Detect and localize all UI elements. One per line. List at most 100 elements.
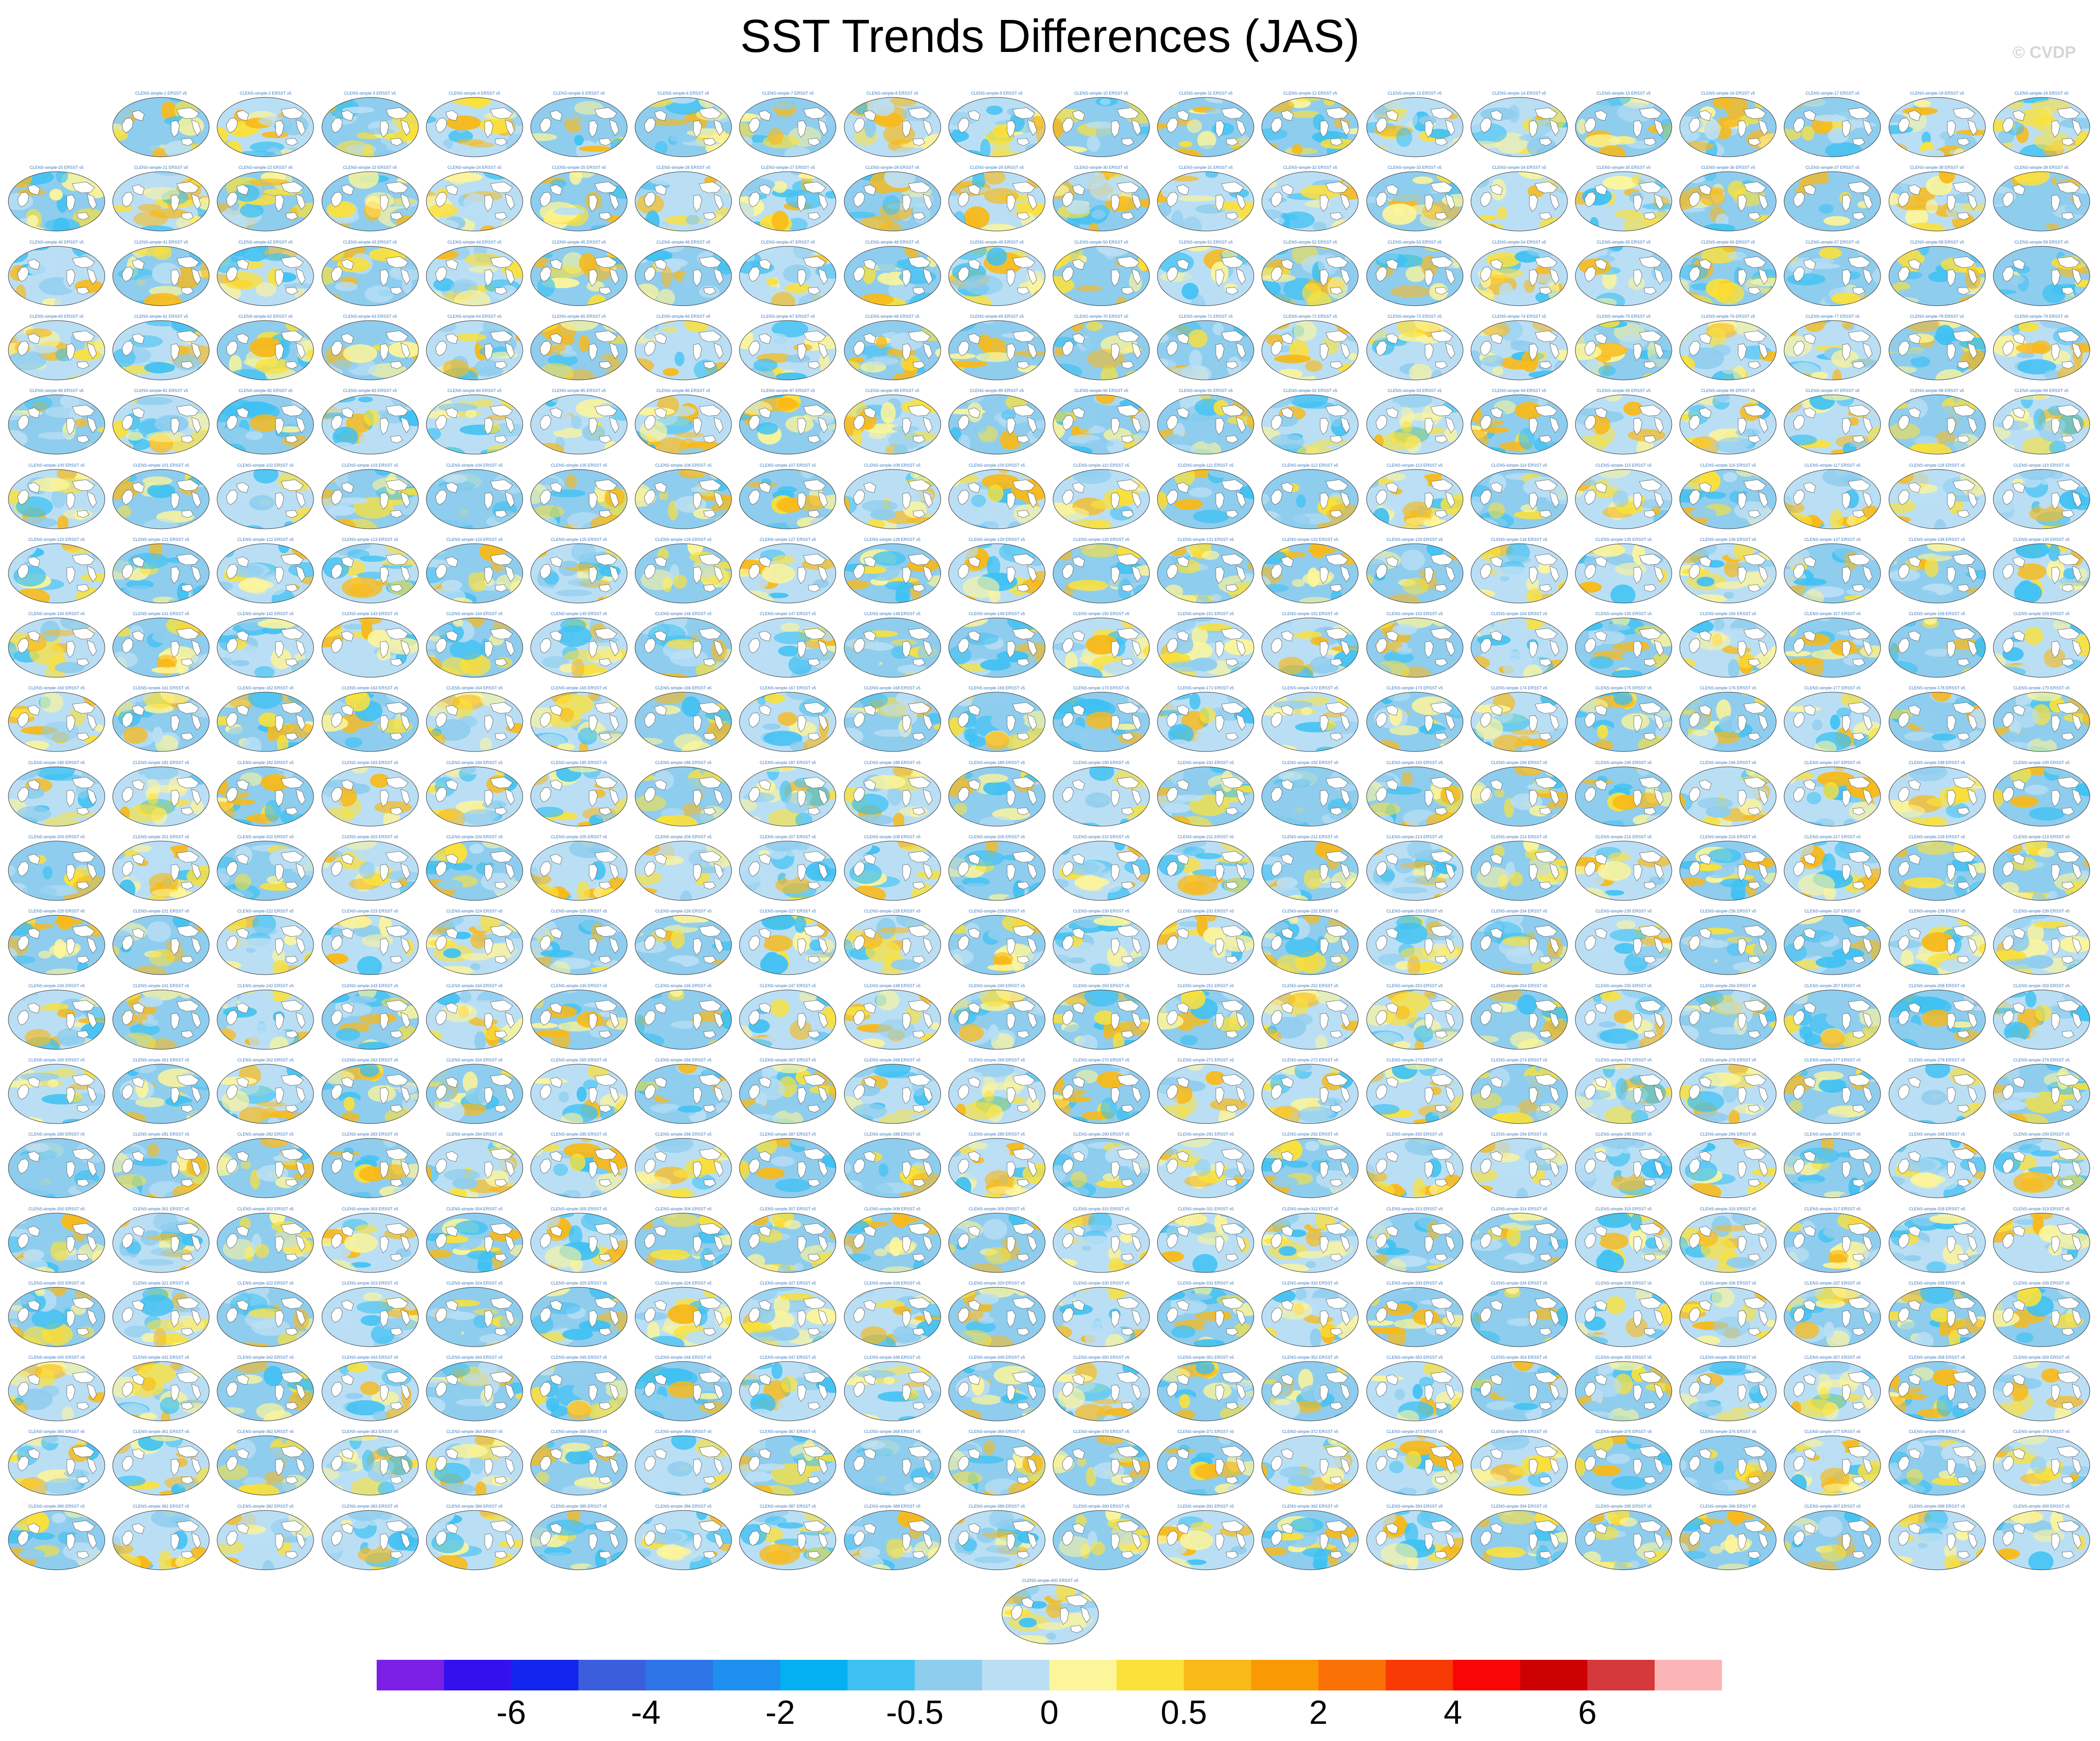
sst-anomaly-blob [217,370,234,380]
sst-trend-map [1888,543,1986,604]
sst-anomaly-blob [1164,585,1183,599]
map-panel-title: CLENS-simple-108 ERSST v5 [864,463,921,468]
sst-anomaly-blob [1488,502,1505,518]
sst-anomaly-blob [321,97,330,114]
sst-anomaly-blob [1892,618,1905,628]
sst-anomaly-blob [1596,355,1612,362]
map-border [948,97,1046,157]
sst-trend-map [1679,469,1777,529]
sst-trend-map [1261,171,1359,231]
sst-anomaly-blob [1143,246,1150,256]
sst-anomaly-blob [117,505,132,518]
sst-trend-map [1888,617,1986,678]
map-panel: CLENS-simple-14 ERSST v5 [1470,90,1568,162]
sst-anomaly-blob [1898,288,1934,296]
map-panel-title: CLENS-simple-123 ERSST v5 [341,537,398,542]
continent-outline [435,117,447,133]
map-panel-title: CLENS-simple-128 ERSST v5 [864,537,921,542]
sst-trend-map [217,320,314,380]
sst-anomaly-blob [877,321,889,334]
sst-anomaly-blob [358,397,373,403]
continent-outline [912,138,925,146]
continent-outline [385,107,409,119]
sst-anomaly-blob [895,582,910,603]
sst-anomaly-blob [1894,469,1914,484]
sst-trend-map [112,97,210,157]
sst-anomaly-blob [27,215,39,227]
map-border [1157,97,1254,157]
map-panel: CLENS-simple-12 ERSST v5 [1261,90,1359,162]
sst-trend-map [426,246,523,306]
map-panel: CLENS-simple-97 ERSST v5 [1783,387,1882,459]
continent-outline [1111,120,1120,138]
sst-anomaly-blob [1559,543,1567,556]
sst-anomaly-blob [971,494,986,507]
sst-trend-map [1366,543,1464,604]
sst-anomaly-blob [1033,662,1045,672]
sst-anomaly-blob [1163,450,1180,455]
sst-trend-map [1261,320,1359,380]
continent-outline [191,119,201,136]
sst-anomaly-blob [1662,395,1672,406]
map-panel: CLENS-simple-83 ERSST v5 [321,387,419,459]
sst-anomaly-blob [340,497,368,504]
map-panel-title: CLENS-simple-118 ERSST v5 [1909,463,1965,468]
continent-outline [445,110,458,121]
map-panel-title: CLENS-simple-111 ERSST v5 [1178,463,1234,468]
sst-trend-map [1784,469,1881,529]
sst-anomaly-blob [1197,131,1216,149]
sst-anomaly-blob [882,195,900,215]
sst-trend-map [8,617,105,678]
sst-anomaly-blob [1426,128,1451,139]
sst-anomaly-blob [773,180,788,193]
sst-anomaly-blob [2075,368,2090,380]
map-panel: CLENS-simple-69 ERSST v5 [948,313,1046,385]
sst-anomaly-blob [739,148,748,157]
map-panel: CLENS-simple-111 ERSST v5 [1156,462,1255,534]
sst-anomaly-blob [61,367,91,377]
sst-anomaly-blob [1452,593,1463,603]
map-panel-title: CLENS-simple-82 ERSST v5 [238,388,293,393]
sst-trend-map [1157,543,1254,604]
continent-outline [808,138,821,146]
continent-outline [132,110,145,121]
sst-anomaly-blob [798,173,819,179]
sst-trend-map [1784,246,1881,306]
map-panel-title: CLENS-simple-22 ERSST v5 [238,165,293,170]
map-panel: CLENS-simple-108 ERSST v5 [843,462,942,534]
sst-anomaly-blob [1510,340,1526,347]
map-panel-title: CLENS-simple-133 ERSST v5 [1386,537,1443,542]
sst-anomaly-blob [113,205,133,212]
map-panel-title: CLENS-simple-94 ERSST v5 [1492,388,1546,393]
map-panel: CLENS-simple-109 ERSST v5 [948,462,1046,534]
map-panel: CLENS-simple-11 ERSST v5 [1156,90,1255,162]
sst-anomaly-blob [153,246,172,260]
map-panel-title: CLENS-simple-87 ERSST v5 [761,388,815,393]
sst-anomaly-blob [1894,669,1912,678]
sst-trend-map [1784,617,1881,678]
map-panel: CLENS-simple-163 ERSST v5 [321,685,419,757]
map-panel: CLENS-simple-37 ERSST v5 [1783,164,1882,236]
sst-anomaly-blob [1401,474,1428,494]
sst-anomaly-blob [820,428,834,442]
sst-anomaly-blob [948,373,960,380]
map-panel: CLENS-simple-156 ERSST v5 [1679,610,1777,682]
sst-anomaly-blob [980,139,990,157]
map-panel-title: CLENS-simple-63 ERSST v5 [343,314,397,319]
sst-anomaly-blob [1305,360,1323,372]
page-title: SST Trends Differences (JAS) [740,10,1360,62]
map-panel-title: CLENS-simple-138 ERSST v5 [1908,537,1965,542]
continent-outline [341,110,354,121]
sst-trend-map [112,543,210,604]
map-panel-title: CLENS-simple-125 ERSST v5 [551,537,607,542]
map-panel: CLENS-simple-150 ERSST v5 [1052,610,1150,682]
sst-trend-map [1157,246,1254,306]
map-panel: CLENS-simple-66 ERSST v5 [634,313,732,385]
map-panel-title: CLENS-simple-156 ERSST v5 [1700,611,1756,617]
sst-trend-map [426,543,523,604]
sst-anomaly-blob [1157,444,1197,454]
sst-trend-map [844,543,941,604]
sst-trend-map [1679,246,1777,306]
map-panel: CLENS-simple-7 ERSST v5 [739,90,837,162]
map-panel: CLENS-simple-13 ERSST v5 [1366,90,1464,162]
